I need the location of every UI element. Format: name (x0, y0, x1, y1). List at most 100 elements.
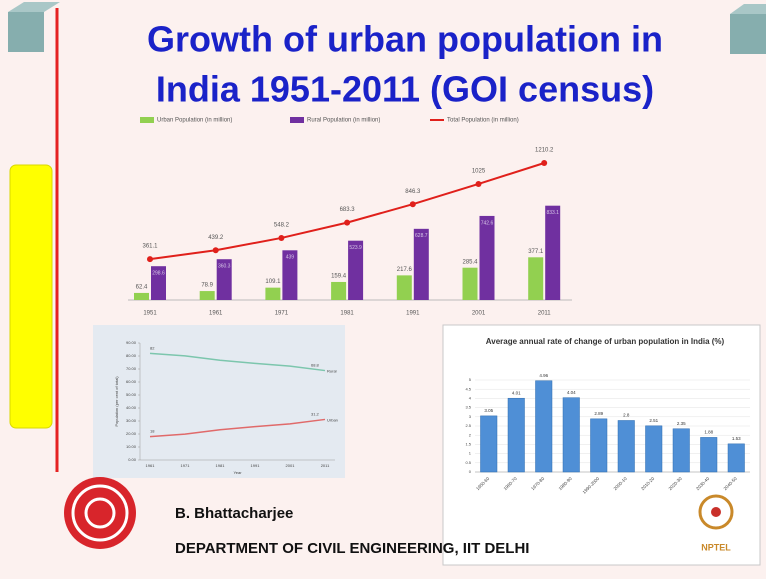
nptel-text: NPTEL (701, 542, 731, 552)
y-tick-label: 30.00 (126, 418, 137, 423)
y-tick-label: 0 (469, 469, 472, 474)
title: India 1951-2011 (GOI census) (156, 69, 654, 110)
x-tick-label: 1961 (209, 311, 223, 317)
bar (396, 275, 412, 300)
y-tick-label: 3.5 (465, 405, 471, 410)
x-tick-label: 2011 (321, 463, 330, 468)
data-label: 159.4 (331, 274, 347, 280)
iit-logo-ring (71, 484, 129, 542)
point (475, 180, 482, 187)
y-tick-label: 4 (469, 395, 472, 400)
y-tick-label: 10.00 (126, 444, 137, 449)
y-tick-label: 50.00 (126, 392, 137, 397)
point (278, 234, 285, 241)
data-label: 4.04 (567, 390, 576, 395)
bar (672, 428, 690, 473)
y-tick-label: 90.00 (126, 340, 137, 345)
chart-title: Average annual rate of change of urban p… (485, 337, 725, 346)
cube (8, 12, 44, 52)
bar (727, 443, 745, 473)
bar (700, 437, 718, 473)
data-label: 68.8 (311, 363, 320, 368)
data-label: 439.2 (208, 235, 224, 241)
y-tick-label: 70.00 (126, 366, 137, 371)
iit-logo-ring (84, 497, 116, 529)
point (147, 256, 153, 263)
data-label: 1025 (472, 169, 486, 175)
bar (134, 292, 149, 300)
nptel-logo (711, 507, 721, 517)
data-label: 846.3 (405, 189, 421, 195)
bar (480, 415, 498, 473)
series-label: Rural (327, 369, 337, 374)
x-tick-label: 1981 (216, 463, 226, 468)
data-label: 439 (286, 255, 295, 261)
bar (199, 291, 215, 300)
x-tick-label: 1971 (181, 463, 191, 468)
x-tick-label: 1951 (143, 311, 157, 317)
y-tick-label: 2 (469, 432, 472, 437)
x-tick-label: 1971 (275, 311, 289, 317)
legend-label: Rural Population (in million) (307, 118, 380, 124)
y-axis-label: Population (per cent of total) (114, 376, 119, 427)
data-label: 2.89 (594, 411, 603, 416)
y-tick-label: 1.5 (465, 441, 471, 446)
y-tick-label: 5 (469, 377, 472, 382)
y-tick-label: 0.00 (128, 457, 137, 462)
data-label: 523.9 (349, 245, 362, 251)
x-tick-label: 2001 (286, 463, 296, 468)
bar (645, 425, 663, 473)
legend-label: Total Population (in million) (447, 118, 519, 124)
point (541, 160, 548, 166)
bar (528, 257, 544, 300)
y-tick-label: 40.00 (126, 405, 137, 410)
department: DEPARTMENT OF CIVIL ENGINEERING, IIT DEL… (175, 540, 529, 557)
y-tick-label: 80.00 (126, 353, 137, 358)
cube-top (730, 4, 766, 14)
x-axis-label: Year (233, 470, 242, 475)
nptel-logo (698, 494, 734, 530)
data-label: 82 (150, 345, 155, 350)
bar (151, 266, 166, 300)
data-label: 4.96 (539, 373, 548, 378)
bar (535, 380, 553, 473)
data-label: 833.1 (546, 210, 559, 216)
bar (617, 420, 635, 473)
bar (507, 397, 525, 473)
data-label: 628.7 (415, 233, 428, 239)
y-tick-label: 0.5 (465, 460, 471, 465)
x-tick-label: 1961 (146, 463, 156, 468)
data-label: 285.4 (462, 259, 478, 265)
bar (265, 287, 281, 300)
data-label: 2.35 (677, 421, 686, 426)
bar (545, 205, 561, 300)
data-label: 361.1 (142, 244, 158, 250)
yellow-block (9, 164, 53, 429)
series-label: Urban (327, 418, 338, 423)
x-tick-label: 2001 (472, 311, 486, 317)
bar (590, 418, 608, 473)
legend-swatch (290, 117, 304, 123)
data-label: 31.2 (311, 412, 320, 417)
y-tick-label: 4.5 (465, 386, 471, 391)
data-label: 217.6 (397, 267, 413, 273)
data-label: 4.01 (512, 390, 521, 395)
y-tick-label: 20.00 (126, 431, 137, 436)
data-label: 360.3 (218, 264, 231, 270)
data-label: 3.05 (484, 408, 493, 413)
point (344, 219, 351, 226)
x-tick-label: 2011 (538, 311, 552, 317)
data-label: 18 (150, 429, 155, 434)
chart-panel (93, 325, 345, 478)
data-label: 62.4 (136, 285, 148, 291)
legend-label: Urban Population (in million) (157, 118, 232, 124)
title: Growth of urban population in (147, 19, 663, 60)
data-label: 78.9 (201, 283, 213, 289)
data-label: 2.51 (649, 418, 658, 423)
bar (413, 228, 429, 300)
line (149, 352, 326, 372)
bar (348, 240, 364, 300)
bar (562, 397, 580, 473)
legend-swatch (140, 117, 154, 123)
